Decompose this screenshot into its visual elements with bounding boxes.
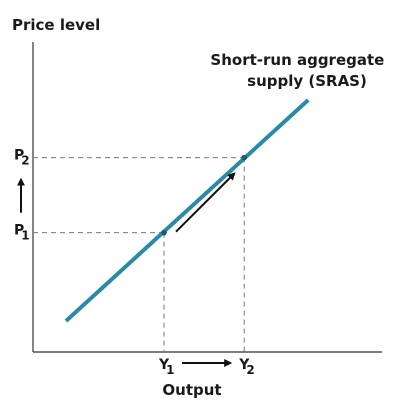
x-axis-title: Output <box>162 381 221 399</box>
point-2-marker <box>241 154 247 161</box>
tick-label-y1-main: Y <box>158 357 170 373</box>
point-1-marker <box>161 229 167 236</box>
tick-label-p2: P2 <box>14 148 30 168</box>
equilibrium-points <box>161 154 247 236</box>
tick-label-y1-sub: 1 <box>166 363 174 377</box>
y-axis-title: Price level <box>12 16 100 34</box>
sras-curve <box>64 98 310 323</box>
tick-label-p1-sub: 1 <box>21 229 29 243</box>
tick-label-y2-sub: 2 <box>246 363 254 377</box>
tick-label-p2-sub: 2 <box>21 154 29 168</box>
curve-layer <box>64 98 310 323</box>
guide-lines <box>33 157 245 352</box>
tick-label-y2-main: Y <box>238 357 250 373</box>
tick-label-y2: Y2 <box>238 357 255 377</box>
sras-label-line-2: supply (SRAS) <box>247 72 367 90</box>
tick-label-p2-main: P <box>14 148 24 164</box>
tick-label-p1-main: P <box>14 223 24 239</box>
movement-arrows <box>17 172 236 367</box>
tick-label-p1: P1 <box>14 223 30 243</box>
tick-label-y1: Y1 <box>158 357 175 377</box>
sras-label-line-1: Short-run aggregate <box>210 51 384 69</box>
movement-arrow-along-curve <box>175 172 236 233</box>
sras-label: Short-run aggregate supply (SRAS) <box>210 51 389 90</box>
